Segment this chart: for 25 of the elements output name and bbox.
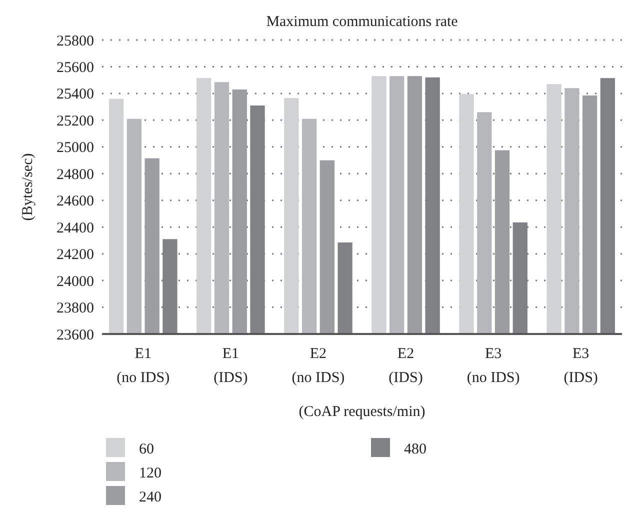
y-tick-label: 25600 (56, 60, 94, 76)
legend-label: 480 (404, 441, 426, 458)
y-tick-label: 23800 (56, 300, 94, 317)
y-tick-label: 25800 (56, 33, 94, 50)
legend-label: 120 (139, 465, 162, 482)
x-tick-label: E2 (no IDS) (292, 346, 345, 386)
y-axis-title: (Bytes/sec) (20, 153, 36, 221)
y-tick-label: 24600 (56, 194, 94, 210)
x-tick-label: E1 (no IDS) (116, 346, 170, 386)
x-tick-label: E3 (IDS) (564, 346, 598, 386)
legend-label: 60 (139, 441, 154, 458)
y-tick-label: 23600 (56, 327, 94, 344)
y-tick-label: 24000 (56, 274, 94, 290)
y-tick-label: 25200 (56, 113, 94, 130)
x-tick-label: E2 (IDS) (388, 346, 423, 386)
x-tick-label: E3 (no IDS) (466, 346, 520, 386)
y-tick-label: 25000 (56, 140, 94, 156)
x-tick-label: E1 (IDS) (214, 346, 248, 386)
y-tick-label: 24200 (56, 247, 94, 264)
x-axis-title: (CoAP requests/min) (298, 404, 426, 420)
chart-title: Maximum communications rate (266, 14, 458, 30)
legend-label: 240 (139, 489, 162, 506)
y-tick-label: 24400 (56, 220, 94, 236)
y-tick-label: 25400 (56, 86, 94, 103)
y-tick-label: 24800 (56, 166, 94, 183)
